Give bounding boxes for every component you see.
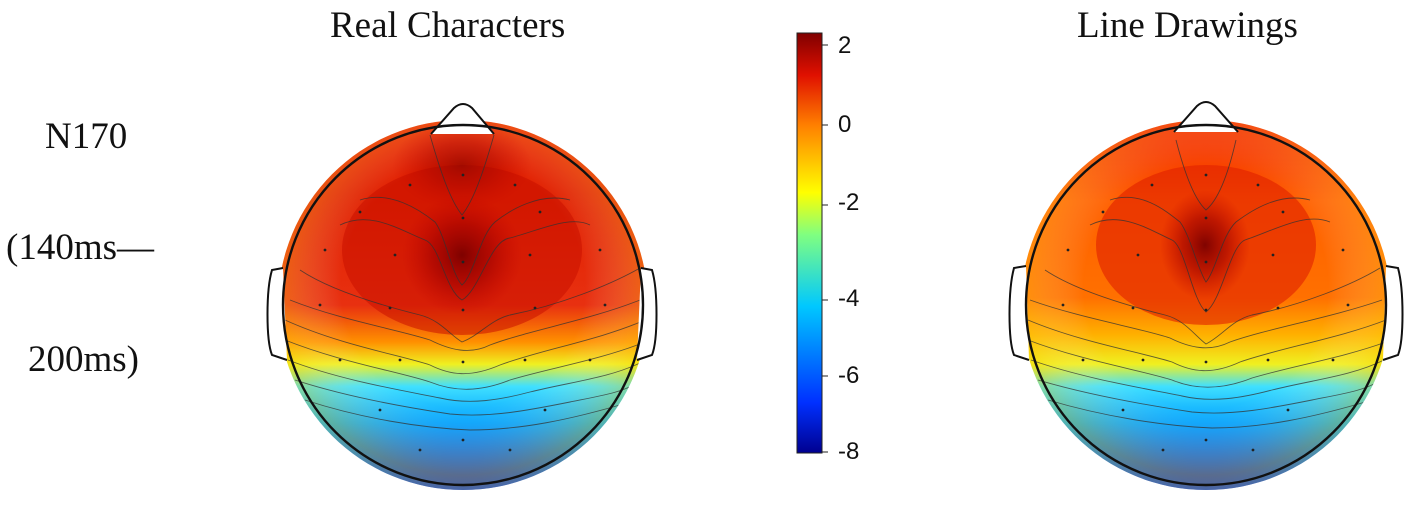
colorbar-tick-label: -6: [838, 362, 860, 389]
row-label-window-end: 200ms): [28, 339, 139, 380]
colorbar-tick-label: 0: [838, 111, 852, 138]
title-line-drawings: Line Drawings: [1077, 5, 1298, 46]
row-label-window-start: (140ms—: [6, 227, 154, 268]
row-label-component: N170: [45, 116, 128, 157]
colorbar: [796, 32, 828, 454]
topomap-line-drawings: [1008, 101, 1404, 490]
topomap-real-characters: [266, 103, 658, 490]
title-real-characters: Real Characters: [330, 5, 566, 46]
colorbar-tick-label: -8: [838, 438, 860, 465]
colorbar-tick-label: 2: [838, 32, 852, 59]
colorbar-tick-label: -2: [838, 189, 860, 216]
colorbar-tick-label: -4: [838, 285, 860, 312]
